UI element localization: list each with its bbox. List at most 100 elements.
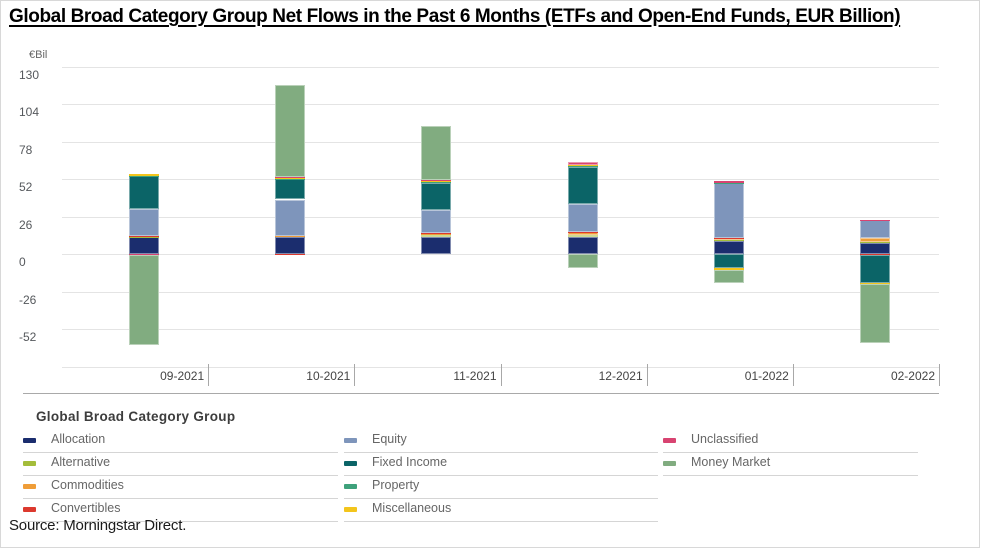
x-axis-label-10-2021: 10-2021 <box>306 369 351 383</box>
bar-segment-fixed-income[interactable] <box>713 254 744 269</box>
bar-segment-money-market[interactable] <box>567 254 598 269</box>
bar-segment-unclassified[interactable] <box>567 162 598 165</box>
bar-segment-allocation[interactable] <box>421 236 452 254</box>
bar-segment-property[interactable] <box>421 182 452 183</box>
bar-segment-commodities[interactable] <box>421 233 452 235</box>
bar-segment-equity[interactable] <box>713 183 744 238</box>
legend-item-miscellaneous[interactable]: Miscellaneous <box>344 498 658 522</box>
bar-segment-alternative[interactable] <box>859 242 890 243</box>
bar-segment-money-market[interactable] <box>859 284 890 344</box>
bar-segment-unclassified[interactable] <box>421 180 452 181</box>
x-axis-tick <box>354 364 356 386</box>
bar-segment-fixed-income[interactable] <box>129 176 159 210</box>
bar-segment-equity[interactable] <box>859 220 890 238</box>
bar-segment-convertibles[interactable] <box>567 232 598 233</box>
x-axis-label-12-2021: 12-2021 <box>598 369 643 383</box>
bar-segment-alternative[interactable] <box>713 240 744 241</box>
bar-segment-fixed-income[interactable] <box>421 182 452 211</box>
source-note: Source: Morningstar Direct. <box>9 517 187 534</box>
y-axis-unit-label: €Bil <box>29 49 48 61</box>
bar-segment-commodities[interactable] <box>859 237 890 242</box>
bar-segment-unclassified[interactable] <box>129 254 159 256</box>
gridline <box>62 66 939 68</box>
x-axis-tick <box>939 364 940 386</box>
bar-segment-allocation[interactable] <box>567 236 598 254</box>
legend-item-unclassified[interactable]: Unclassified <box>663 429 918 453</box>
bar-segment-fixed-income[interactable] <box>567 166 598 204</box>
bar-segment-commodities[interactable] <box>713 238 744 241</box>
gridline <box>62 216 939 218</box>
bar-segment-miscellaneous[interactable] <box>129 174 159 176</box>
legend-item-commodities[interactable]: Commodities <box>23 475 338 499</box>
bar-segment-property[interactable] <box>567 165 598 167</box>
legend-label: Fixed Income <box>372 455 448 469</box>
bar-segment-equity[interactable] <box>567 204 598 233</box>
bar-segment-miscellaneous[interactable] <box>275 178 306 179</box>
bar-segment-convertibles[interactable] <box>859 254 890 256</box>
bar-segment-convertibles[interactable] <box>275 254 306 256</box>
bar-segment-unclassified[interactable] <box>275 176 306 179</box>
gridline <box>62 291 939 293</box>
bar-segment-money-market[interactable] <box>713 269 744 283</box>
bar-segment-unclassified[interactable] <box>859 219 890 221</box>
convertibles-swatch-icon <box>23 507 36 512</box>
bar-segment-miscellaneous[interactable] <box>713 268 744 270</box>
bar-segment-allocation[interactable] <box>859 242 890 254</box>
bar-segment-money-market[interactable] <box>421 126 452 181</box>
y-axis-tick-label: 130 <box>19 67 40 82</box>
bar-segment-miscellaneous[interactable] <box>421 180 452 183</box>
gridline <box>62 179 939 180</box>
bar-segment-commodities[interactable] <box>129 236 159 237</box>
bar-segment-property[interactable] <box>275 178 306 180</box>
bar-segment-allocation[interactable] <box>713 241 744 254</box>
fixed-income-swatch-icon <box>344 461 357 466</box>
legend-label: Alternative <box>51 455 111 469</box>
x-axis-tick <box>208 364 210 386</box>
bar-segment-money-market[interactable] <box>275 85 306 177</box>
bar-segment-commodities[interactable] <box>275 235 306 236</box>
bar-segment-property[interactable] <box>129 175 159 177</box>
bar-segment-money-market[interactable] <box>129 255 159 345</box>
bar-segment-equity[interactable] <box>421 210 452 234</box>
bar-segment-fixed-income[interactable] <box>275 179 306 200</box>
legend-label: Commodities <box>51 478 124 492</box>
bar-segment-fixed-income[interactable] <box>859 255 890 283</box>
bar-segment-miscellaneous[interactable] <box>859 282 890 285</box>
bar-segment-allocation[interactable] <box>129 237 159 254</box>
unclassified-swatch-icon <box>663 438 676 443</box>
bar-segment-allocation[interactable] <box>275 237 306 254</box>
legend-item-money-market[interactable]: Money Market <box>663 452 918 476</box>
legend-label: Property <box>372 478 420 492</box>
x-axis-label-02-2022: 02-2022 <box>890 369 935 383</box>
legend-item-fixed-income[interactable]: Fixed Income <box>344 452 658 476</box>
gridline <box>62 329 939 330</box>
bar-segment-miscellaneous[interactable] <box>567 165 598 166</box>
bar-segment-alternative[interactable] <box>275 236 306 238</box>
bar-segment-alternative[interactable] <box>421 234 452 237</box>
bar-segment-convertibles[interactable] <box>421 233 452 234</box>
legend-label: Convertibles <box>51 501 121 515</box>
bar-segment-alternative[interactable] <box>129 236 159 238</box>
gridline <box>62 104 939 105</box>
miscellaneous-swatch-icon <box>344 507 357 512</box>
bar-segment-equity[interactable] <box>275 199 306 236</box>
x-axis-label-09-2021: 09-2021 <box>160 369 205 383</box>
bar-segment-convertibles[interactable] <box>129 236 159 237</box>
bar-segment-equity[interactable] <box>129 209 159 236</box>
legend-item-property[interactable]: Property <box>344 475 658 499</box>
legend-label: Unclassified <box>691 432 759 446</box>
x-axis-label-11-2021: 11-2021 <box>453 369 497 383</box>
bar-segment-commodities[interactable] <box>567 232 598 235</box>
legend-item-equity[interactable]: Equity <box>344 429 658 453</box>
legend-item-allocation[interactable]: Allocation <box>23 429 338 453</box>
x-axis-tick <box>500 364 502 386</box>
commodities-swatch-icon <box>23 484 36 489</box>
bar-segment-property[interactable] <box>859 220 890 221</box>
legend-item-alternative[interactable]: Alternative <box>23 452 338 476</box>
legend-item-convertibles[interactable]: Convertibles <box>23 498 338 522</box>
y-axis-tick-label: 78 <box>19 142 33 157</box>
bar-segment-unclassified[interactable] <box>713 181 744 183</box>
bar-segment-alternative[interactable] <box>567 234 598 237</box>
bar-segment-convertibles[interactable] <box>713 237 744 239</box>
bar-segment-property[interactable] <box>713 182 744 184</box>
